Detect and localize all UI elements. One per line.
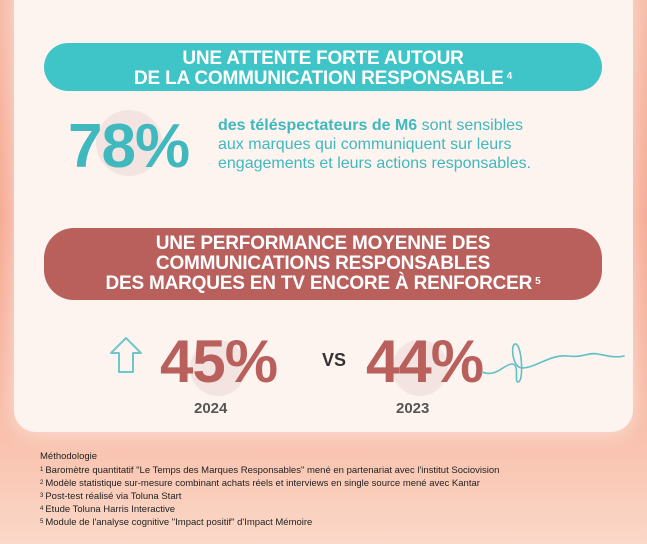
stat-2023-year: 2023: [396, 400, 430, 417]
up-arrow-icon: [110, 337, 142, 373]
note-text: Post-test réalisé via Toluna Start: [45, 491, 182, 502]
note-ref: 3: [40, 493, 44, 499]
methodology-note: 1 Baromètre quantitatif "Le Temps des Mar…: [40, 464, 499, 477]
methodology-note: 3 Post-test réalisé via Toluna Start: [40, 490, 181, 503]
squiggle-line-icon: [481, 343, 625, 383]
section2-footnote-ref: 5: [535, 276, 541, 287]
section2-banner-line1: UNE PERFORMANCE MOYENNE DES: [155, 233, 491, 254]
note-ref: 2: [40, 480, 44, 486]
stat-78-desc-line3: engagements et leurs actions responsable…: [218, 155, 532, 172]
note-text: Etude Toluna Harris Interactive: [45, 504, 176, 515]
section1-banner-line2: DE LA COMMUNICATION RESPONSABLE: [134, 68, 504, 89]
stat-78-desc-line2: aux marques qui communiquent sur leurs: [218, 136, 512, 153]
note-text: Baromètre quantitatif "Le Temps des Marq…: [45, 465, 500, 476]
stat-2024-value: 45%: [160, 328, 278, 395]
note-ref: 1: [40, 467, 44, 473]
methodology-title: Méthodologie: [40, 451, 98, 462]
note-text: Module de l'analyse cognitive "Impact po…: [45, 517, 313, 528]
versus-label: VS: [322, 350, 347, 370]
stat-78-description: des téléspectateurs de M6 sont sensibles…: [218, 116, 598, 173]
stat-2023-value: 44%: [366, 328, 484, 395]
section1-banner: UNE ATTENTE FORTE AUTOUR DE LA COMMUNICA…: [44, 43, 602, 91]
methodology-note: 2 Modèle statistique sur-mesure combinant…: [40, 477, 480, 490]
section2-banner: UNE PERFORMANCE MOYENNE DES COMMUNICATIO…: [44, 228, 602, 300]
section1-footnote-ref: 4: [506, 71, 513, 82]
note-ref: 5: [40, 519, 44, 525]
section1-banner-line1: UNE ATTENTE FORTE AUTOUR: [182, 48, 464, 69]
stat-44-circle: [392, 340, 448, 396]
stat-45-circle: [190, 340, 246, 396]
methodology-note: 5 Module de l'analyse cognitive "Impact p…: [40, 516, 312, 529]
stat-78-circle: [96, 110, 162, 176]
stat-78-desc-bold: des téléspectateurs de M6: [218, 117, 418, 134]
stat-78-value: 78%: [68, 112, 190, 181]
section2-banner-line3: DES MARQUES EN TV ENCORE À RENFORCER: [105, 273, 533, 294]
note-text: Modèle statistique sur-mesure combinant …: [45, 478, 480, 489]
note-ref: 4: [40, 506, 44, 512]
methodology-note: 4 Etude Toluna Harris Interactive: [40, 503, 175, 516]
section2-banner-line2: COMMUNICATIONS RESPONSABLES: [155, 253, 491, 274]
stat-78-desc-rest: sont sensibles: [417, 117, 524, 134]
stat-2024-year: 2024: [194, 400, 228, 417]
